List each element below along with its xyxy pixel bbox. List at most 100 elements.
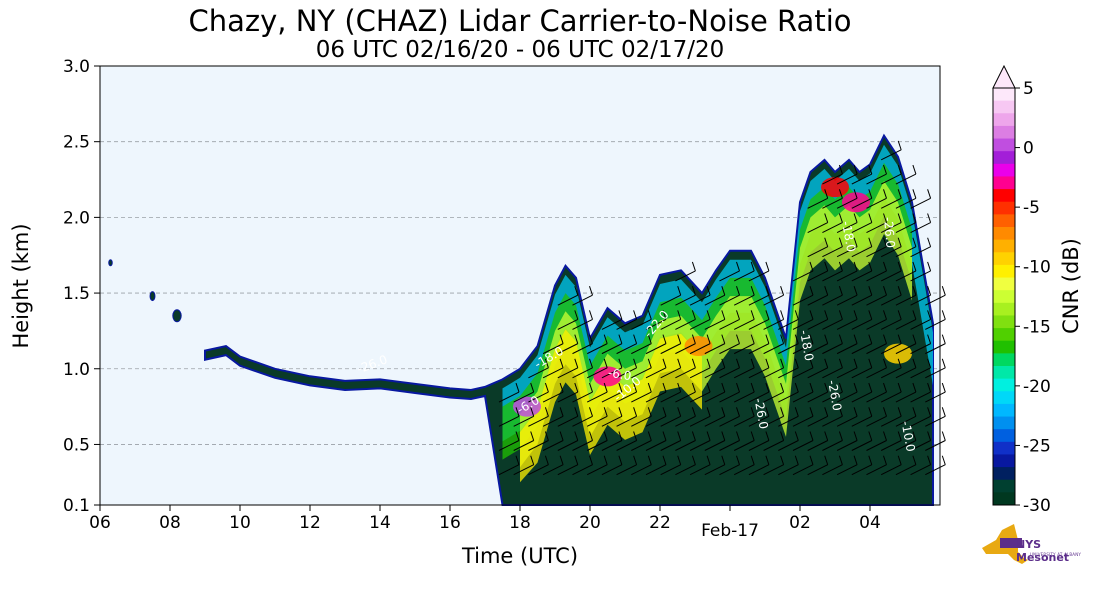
signal-patch — [149, 291, 156, 302]
wind-barb-flag — [809, 286, 814, 296]
wind-barb — [866, 464, 887, 476]
wind-barb — [733, 270, 755, 282]
wind-barb — [645, 367, 667, 379]
wind-barb-flag — [603, 407, 608, 417]
wind-barb — [586, 464, 608, 476]
wind-barb-flag — [618, 407, 623, 417]
wind-barb-flag — [750, 431, 755, 441]
y-axis: 0.1 0.5 1.0 1.5 2.0 2.5 3.0 — [63, 57, 100, 516]
wind-barb-flag — [853, 213, 858, 223]
wind-barb — [851, 294, 873, 306]
wind-barb — [807, 197, 828, 209]
wind-barb-flag — [838, 431, 843, 441]
wind-barb-flag — [883, 310, 887, 320]
wind-barb-flag — [838, 334, 843, 344]
wind-barb — [925, 367, 946, 379]
wind-barb-flag — [897, 164, 902, 175]
wind-barb — [719, 391, 740, 403]
wind-barb — [836, 270, 858, 282]
wind-barb-flag — [794, 407, 799, 417]
wind-barb-flag — [706, 431, 711, 441]
wind-barb — [689, 391, 711, 403]
wind-barb — [836, 294, 858, 306]
wind-barb-flag — [677, 310, 682, 320]
wind-barb-flag — [838, 286, 843, 296]
wind-barb — [586, 440, 608, 451]
y-axis-label: Height (km) — [9, 223, 33, 348]
wind-barb — [542, 367, 564, 379]
wind-barb-flag — [853, 237, 858, 247]
wind-barbs — [498, 140, 946, 476]
wind-barb — [836, 222, 858, 233]
wind-barb — [719, 318, 740, 330]
wind-barb — [733, 294, 755, 306]
wind-barb-flag — [809, 455, 814, 465]
wind-barb — [557, 343, 579, 355]
wind-barb — [836, 367, 858, 379]
wind-barb-flag — [647, 455, 652, 465]
wind-barb-flag — [883, 164, 887, 175]
wind-barb-flag — [838, 382, 843, 393]
wind-barb — [513, 391, 534, 403]
wind-barb-flag — [838, 213, 843, 223]
y-tick-label: 3.0 — [63, 57, 90, 77]
wind-barb-flag — [824, 358, 829, 368]
wind-barb — [675, 318, 696, 330]
wind-barb — [866, 294, 887, 306]
wind-barb-flag — [868, 310, 873, 320]
wind-barb-flag — [897, 286, 902, 296]
wind-barb — [719, 464, 740, 476]
wind-barb-flag — [706, 286, 711, 296]
wind-barb-flag — [883, 237, 887, 247]
wind-barb-flag — [706, 455, 711, 465]
wind-barb-flag — [633, 455, 638, 465]
wind-barb — [631, 464, 652, 476]
wind-barb — [675, 367, 696, 379]
wind-barb — [822, 343, 843, 355]
colorbar-swatch — [993, 328, 1015, 342]
colorbar-swatch — [993, 340, 1015, 354]
cnr-maximum — [684, 336, 713, 357]
wind-barb-flag — [897, 140, 902, 151]
wind-barb — [851, 197, 873, 209]
wind-barb-flag — [824, 382, 829, 393]
wind-barb — [616, 440, 637, 451]
wind-barb — [895, 440, 917, 451]
wind-barb-flag — [809, 261, 814, 272]
wind-barb — [822, 294, 843, 306]
wind-barb — [572, 294, 593, 306]
wind-barb-flag — [618, 310, 623, 320]
wind-barb — [601, 343, 623, 355]
wind-barb — [763, 415, 784, 427]
wind-barb-flag — [809, 407, 814, 417]
wind-barb — [733, 464, 755, 476]
wind-barb — [880, 270, 902, 282]
wind-barb — [895, 222, 917, 233]
wind-barb — [557, 415, 579, 427]
wind-barb-flag — [868, 407, 873, 417]
wind-barb-flag — [647, 382, 652, 393]
wind-barb — [704, 415, 726, 427]
wind-barb-flag — [853, 334, 858, 344]
wind-barb-flag — [662, 310, 667, 320]
wind-barb-flag — [721, 407, 726, 417]
wind-barb-flag — [868, 382, 873, 393]
x-tick-label: 16 — [439, 513, 461, 533]
wind-barb — [880, 318, 902, 330]
wind-barb — [631, 367, 652, 379]
wind-barb — [807, 415, 828, 427]
wind-barb — [822, 367, 843, 379]
wind-barb — [925, 440, 946, 451]
wind-barb — [792, 440, 814, 451]
wind-barb-flag — [530, 455, 535, 465]
colorbar-swatch — [993, 214, 1015, 228]
wind-barb-flag — [544, 407, 549, 417]
wind-barb — [895, 415, 917, 427]
wind-barb — [513, 464, 534, 476]
wind-barb-flag — [868, 358, 873, 368]
wind-barb — [763, 464, 784, 476]
x-tick-label: 04 — [859, 513, 881, 533]
wind-barb-flag — [765, 334, 770, 344]
wind-barb-flag — [897, 358, 902, 368]
